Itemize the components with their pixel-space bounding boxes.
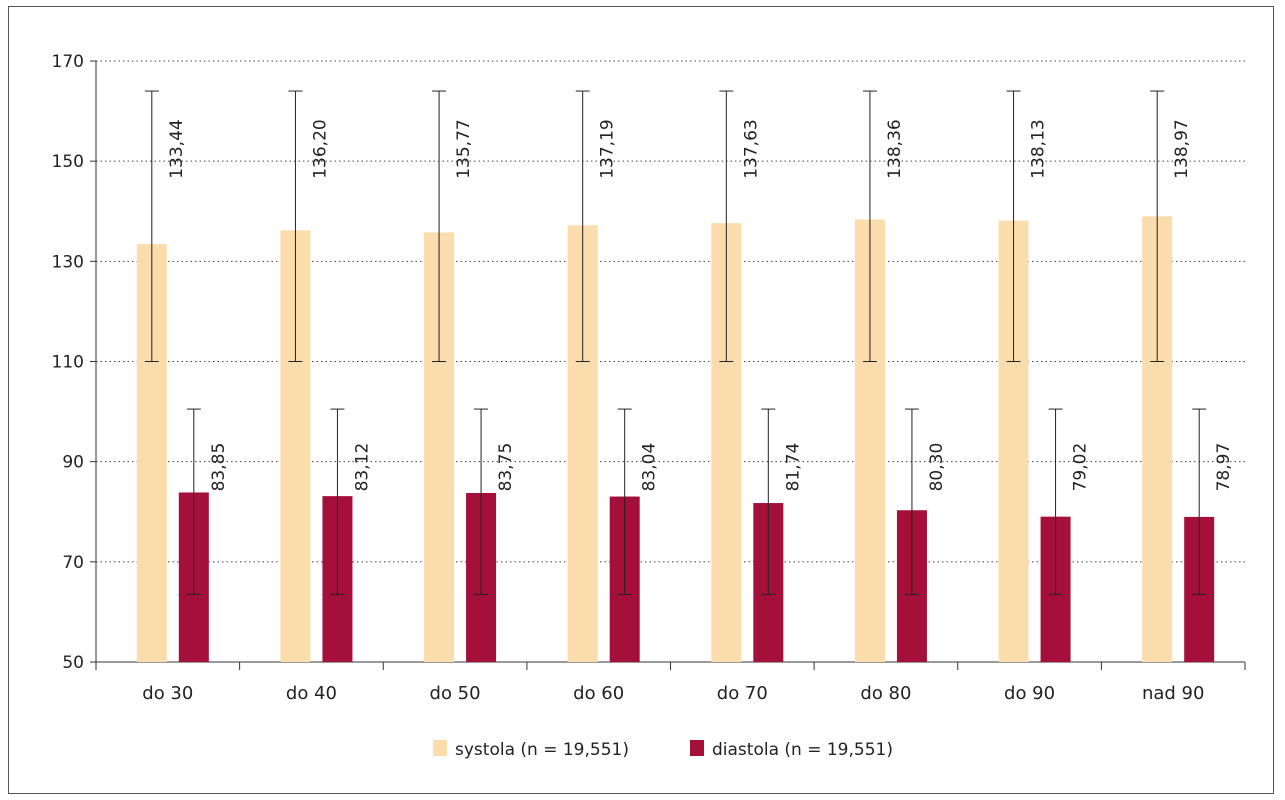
data-label: 135,77: [454, 119, 474, 178]
data-label: 83,12: [352, 443, 372, 492]
data-label: 80,30: [927, 443, 947, 492]
x-tick-label: do 70: [717, 683, 768, 704]
data-label: 138,13: [1029, 119, 1049, 178]
data-label: 83,04: [640, 443, 660, 492]
data-label: 83,85: [209, 443, 229, 492]
y-tick-label: 50: [62, 653, 84, 673]
y-tick-label: 110: [52, 353, 84, 373]
legend-label: systola (n = 19,551): [455, 740, 629, 760]
legend-swatch: [433, 740, 447, 756]
x-tick-label: do 60: [573, 683, 624, 704]
x-tick-label: do 80: [860, 683, 911, 704]
x-tick-label: nad 90: [1142, 683, 1205, 704]
data-label: 81,74: [783, 443, 803, 492]
x-tick-label: do 90: [1004, 683, 1055, 704]
data-label: 138,36: [885, 119, 905, 178]
data-label: 137,63: [741, 119, 761, 178]
x-tick-label: do 40: [286, 683, 337, 704]
y-tick-label: 130: [52, 252, 84, 272]
x-tick-label: do 30: [142, 683, 193, 704]
y-tick-label: 70: [62, 553, 84, 573]
legend-label: diastola (n = 19,551): [712, 740, 893, 760]
y-tick-label: 90: [62, 453, 84, 473]
legend-swatch: [690, 740, 704, 756]
data-label: 79,02: [1071, 443, 1091, 492]
data-label: 133,44: [167, 119, 187, 178]
y-tick-label: 150: [52, 152, 84, 172]
data-label: 83,75: [496, 443, 516, 492]
chart-frame: [8, 6, 1274, 794]
data-label: 138,97: [1172, 119, 1192, 178]
data-label: 136,20: [310, 119, 330, 178]
data-label: 78,97: [1214, 443, 1234, 492]
x-tick-label: do 50: [430, 683, 481, 704]
data-label: 137,19: [598, 119, 618, 178]
y-tick-label: 170: [52, 52, 84, 72]
